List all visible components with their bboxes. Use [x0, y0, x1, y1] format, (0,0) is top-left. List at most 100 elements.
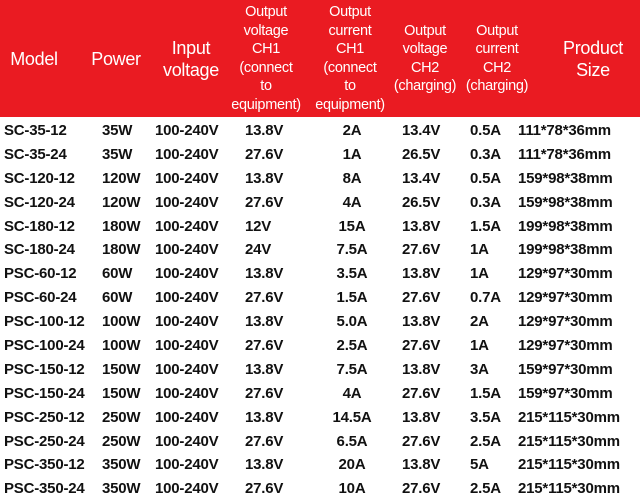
cell-model: SC-180-12 [4, 217, 75, 235]
cell-output-current-ch2: 2.5A [470, 480, 501, 498]
cell-output-voltage-ch2: 13.8V [402, 408, 441, 426]
cell-output-voltage-ch1: 27.6V [245, 289, 284, 307]
cell-input-voltage: 100-240V [155, 360, 219, 378]
cell-output-voltage-ch2: 13.8V [402, 217, 441, 235]
cell-output-voltage-ch2: 13.8V [402, 360, 441, 378]
cell-output-voltage-ch1: 13.8V [245, 169, 284, 187]
cell-output-voltage-ch1: 13.8V [245, 408, 284, 426]
cell-model: PSC-100-24 [4, 337, 85, 355]
cell-input-voltage: 100-240V [155, 480, 219, 498]
cell-power: 150W [102, 360, 141, 378]
cell-product-size: 159*97*30mm [518, 384, 613, 402]
cell-output-voltage-ch2: 26.5V [402, 193, 441, 211]
cell-power: 60W [102, 289, 133, 307]
cell-input-voltage: 100-240V [155, 456, 219, 474]
header-model: Model [10, 48, 58, 69]
cell-input-voltage: 100-240V [155, 337, 219, 355]
cell-product-size: 159*98*38mm [518, 193, 613, 211]
cell-output-voltage-ch1: 13.8V [245, 122, 284, 139]
table-row: PSC-60-12 60W 100-240V 13.8V 3.5A 13.8V 1A 129*… [0, 263, 640, 287]
cell-output-current-ch2: 3.5A [470, 408, 501, 426]
cell-power: 35W [102, 122, 133, 139]
cell-output-current-ch2: 1A [470, 241, 489, 259]
cell-model: PSC-100-12 [4, 313, 85, 331]
cell-output-voltage-ch1: 27.6V [245, 193, 284, 211]
table-row: SC-180-12 180W 100-240V 12V 15A 13.8V 1.5A 199*… [0, 216, 640, 240]
cell-output-voltage-ch2: 27.6V [402, 384, 441, 402]
cell-output-current-ch2: 0.3A [470, 193, 501, 211]
cell-output-current-ch1: 7.5A [336, 241, 368, 259]
cell-output-voltage-ch2: 27.6V [402, 432, 441, 450]
table-row: PSC-250-24 250W 100-240V 27.6V 6.5A 27.6V 2.5A… [0, 431, 640, 455]
cell-output-current-ch2: 0.5A [470, 122, 501, 139]
cell-product-size: 129*97*30mm [518, 265, 613, 283]
cell-model: SC-120-12 [4, 169, 75, 187]
table-row: SC-120-24 120W 100-240V 27.6V 4A 26.5V 0.3A 159… [0, 192, 640, 216]
cell-output-voltage-ch2: 13.8V [402, 456, 441, 474]
table-row: PSC-100-24 100W 100-240V 27.6V 2.5A 27.6V 1A 12… [0, 335, 640, 359]
cell-product-size: 111*78*36mm [518, 145, 611, 163]
cell-output-voltage-ch1: 13.8V [245, 265, 284, 283]
table-row: PSC-60-24 60W 100-240V 27.6V 1.5A 27.6V 0.7A 12… [0, 287, 640, 311]
cell-power: 180W [102, 241, 141, 259]
cell-output-voltage-ch2: 27.6V [402, 289, 441, 307]
cell-model: PSC-250-12 [4, 408, 85, 426]
cell-product-size: 111*78*36mm [518, 122, 611, 139]
cell-product-size: 215*115*30mm [518, 456, 620, 474]
cell-output-voltage-ch2: 27.6V [402, 241, 441, 259]
cell-output-current-ch1: 20A [338, 456, 366, 474]
cell-power: 350W [102, 480, 141, 498]
cell-output-voltage-ch2: 27.6V [402, 480, 441, 498]
cell-power: 150W [102, 384, 141, 402]
cell-product-size: 215*115*30mm [518, 480, 620, 498]
cell-output-current-ch2: 1.5A [470, 384, 501, 402]
table-body: SC-35-12 35W 100-240V 13.8V 2A 13.4V 0.5A 111*7… [0, 120, 640, 502]
table-row: PSC-350-24 350W 100-240V 27.6V 10A 27.6V 2.5A 2… [0, 478, 640, 502]
cell-power: 120W [102, 169, 141, 187]
table-row: SC-35-12 35W 100-240V 13.8V 2A 13.4V 0.5A 111*7… [0, 120, 640, 144]
cell-product-size: 159*97*30mm [518, 360, 613, 378]
table-row: SC-180-24 180W 100-240V 24V 7.5A 27.6V 1A 199*9… [0, 239, 640, 263]
cell-product-size: 215*115*30mm [518, 408, 620, 426]
cell-model: PSC-250-24 [4, 432, 85, 450]
cell-power: 180W [102, 217, 141, 235]
cell-output-voltage-ch1: 13.8V [245, 456, 284, 474]
cell-output-current-ch1: 7.5A [336, 360, 368, 378]
cell-model: PSC-350-24 [4, 480, 85, 498]
table-row: SC-35-24 35W 100-240V 27.6V 1A 26.5V 0.3A 111*7… [0, 144, 640, 168]
cell-input-voltage: 100-240V [155, 384, 219, 402]
cell-output-voltage-ch1: 13.8V [245, 313, 284, 331]
cell-input-voltage: 100-240V [155, 265, 219, 283]
cell-power: 100W [102, 313, 141, 331]
cell-power: 35W [102, 145, 133, 163]
cell-output-current-ch2: 0.5A [470, 169, 501, 187]
cell-input-voltage: 100-240V [155, 193, 219, 211]
cell-output-current-ch2: 5A [470, 456, 489, 474]
cell-output-voltage-ch1: 12V [245, 217, 272, 235]
cell-output-current-ch2: 1.5A [470, 217, 501, 235]
cell-output-current-ch1: 4A [342, 384, 362, 402]
header-output-voltage-ch2: Output voltage CH2 (charging) [393, 22, 457, 95]
cell-product-size: 129*97*30mm [518, 313, 613, 331]
cell-output-current-ch2: 2.5A [470, 432, 501, 450]
cell-output-voltage-ch2: 13.4V [402, 122, 441, 139]
cell-output-current-ch2: 2A [470, 313, 489, 331]
cell-model: SC-35-24 [4, 145, 67, 163]
header-output-voltage-ch1: Output voltage CH1 (connect to equipment… [231, 4, 301, 113]
cell-output-current-ch2: 3A [470, 360, 489, 378]
cell-output-voltage-ch2: 27.6V [402, 337, 441, 355]
cell-output-current-ch1: 14.5A [332, 408, 372, 426]
cell-product-size: 215*115*30mm [518, 432, 620, 450]
cell-output-current-ch1: 4A [342, 193, 362, 211]
table-row: PSC-150-24 150W 100-240V 27.6V 4A 27.6V 1.5A 15… [0, 383, 640, 407]
cell-power: 350W [102, 456, 141, 474]
cell-output-voltage-ch1: 27.6V [245, 145, 284, 163]
cell-output-voltage-ch2: 13.8V [402, 265, 441, 283]
cell-output-current-ch1: 1.5A [336, 289, 368, 307]
cell-output-current-ch1: 3.5A [336, 265, 368, 283]
cell-input-voltage: 100-240V [155, 217, 219, 235]
cell-product-size: 159*98*38mm [518, 169, 613, 187]
cell-output-current-ch1: 2A [342, 122, 362, 139]
cell-model: PSC-60-12 [4, 265, 77, 283]
cell-input-voltage: 100-240V [155, 241, 219, 259]
